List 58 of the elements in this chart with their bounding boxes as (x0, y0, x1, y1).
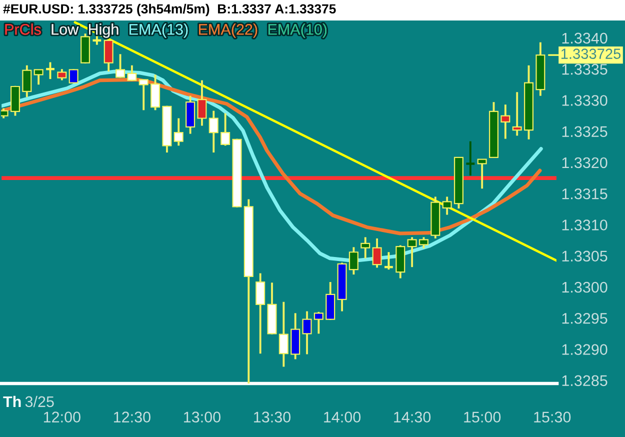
candlestick (512, 91, 522, 137)
candlestick (383, 251, 394, 271)
x-tick-label: 15:00 (464, 412, 501, 422)
candlestick (278, 300, 288, 368)
x-tick-label: 15:30 (534, 412, 571, 422)
candlestick (116, 53, 126, 79)
candlestick (127, 64, 137, 82)
y-tick-label: 1.3285 (562, 375, 608, 386)
legend-label: Low (52, 24, 79, 35)
candlestick (477, 158, 487, 190)
y-tick-label: 1.3315 (562, 188, 608, 200)
candlestick (44, 61, 56, 80)
x-tick-label: 12:00 (44, 412, 80, 422)
x-tick-label: 14:00 (324, 412, 361, 422)
candlestick (360, 236, 370, 260)
y-tick-label: 1.3330 (562, 95, 608, 106)
legend-label: EMA(10) (268, 24, 327, 38)
candlestick (314, 310, 324, 335)
y-tick-label: 1.3300 (562, 282, 608, 293)
candlestick (220, 112, 230, 147)
candlestick (22, 64, 32, 98)
candlestick (34, 68, 44, 86)
candlestick (138, 78, 148, 112)
x-tick-label: 13:00 (184, 412, 220, 422)
candlestick (348, 246, 358, 276)
candlestick (174, 117, 184, 147)
y-tick-label: 1.3310 (562, 220, 608, 230)
candlestick (418, 236, 428, 250)
x-tick-label: 13:30 (254, 412, 291, 422)
ref-line-label: PrCls (5, 24, 41, 35)
candlestick (104, 38, 114, 73)
candlestick (500, 104, 510, 140)
chart-title: #EUR.USD: 1.333725 (3h54m/5m) B:1.3337 A:1.33375 (3, 4, 336, 16)
candlestick (208, 110, 218, 154)
y-tick-label: 1.3295 (562, 312, 608, 324)
text: EMA(13) (130, 24, 188, 38)
y-tick-label: 1.3290 (562, 344, 608, 355)
text: EMA(22) (199, 24, 258, 38)
x-tick-label: 12:30 (114, 412, 150, 422)
x-tick-label: 14:30 (394, 412, 431, 422)
candlestick (302, 310, 312, 356)
candlestick (57, 68, 67, 82)
candlestick (407, 236, 417, 268)
y-tick-label: 1.3335 (562, 64, 608, 75)
y-tick-label: 1.3340 (562, 32, 608, 44)
candlestick (372, 237, 382, 269)
candlestick (150, 74, 160, 112)
text: 3/25 (25, 396, 54, 408)
annotation: 1.333725 (561, 48, 621, 59)
candlestick (68, 68, 78, 84)
y-tick-label: 1.3305 (562, 250, 608, 262)
y-tick-label: 1.3320 (562, 157, 608, 168)
candlestick (197, 79, 207, 127)
candlestick (465, 140, 476, 177)
text: Th (3, 396, 21, 407)
candlestick (442, 196, 452, 216)
candlestick (256, 272, 266, 355)
y-tick-label: 1.3325 (562, 126, 608, 138)
